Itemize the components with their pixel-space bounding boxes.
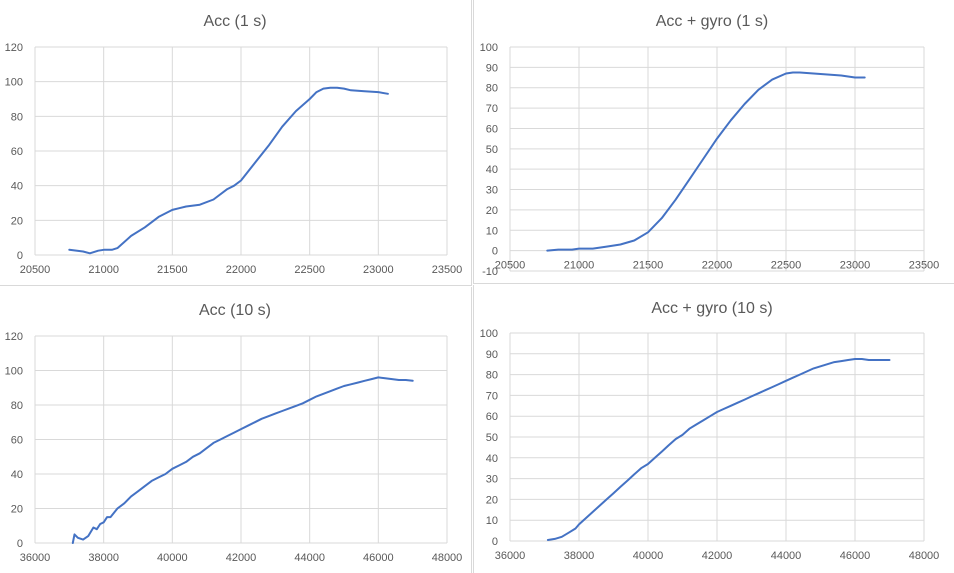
x-tick-label: 44000 xyxy=(771,550,802,562)
y-tick-label: 10 xyxy=(486,515,498,527)
y-tick-label: 30 xyxy=(486,185,498,197)
chart-svg: Acc + gyro (10 s) 0 10 20 30 40 50 60 70 80 90 100 3… xyxy=(480,300,940,562)
y-tick-label: 100 xyxy=(480,42,498,54)
chart-title: Acc (10 s) xyxy=(199,302,271,319)
chart-title: Acc + gyro (1 s) xyxy=(656,13,768,30)
x-tick-label: 44000 xyxy=(294,552,325,564)
y-tick-label: 50 xyxy=(486,144,498,156)
x-tick-label: 36000 xyxy=(20,552,51,564)
y-tick-label: 100 xyxy=(5,77,23,89)
y-tick-label: 20 xyxy=(11,215,23,227)
y-tick-label: 0 xyxy=(17,250,23,262)
x-tick-label: 38000 xyxy=(88,552,119,564)
x-tick-label: 22500 xyxy=(294,264,325,276)
x-tick-label: 21000 xyxy=(88,264,119,276)
y-tick-label: 70 xyxy=(486,390,498,402)
y-tick-label: 100 xyxy=(5,366,23,378)
x-tick-label: 42000 xyxy=(226,552,257,564)
chart-panel-acc-10s: Acc (10 s) 0 20 40 60 80 100 120 36000 38000 40000… xyxy=(0,287,472,573)
y-tick-label: 90 xyxy=(486,62,498,74)
y-tick-label: 0 xyxy=(492,536,498,548)
x-tick-label: 23000 xyxy=(363,264,394,276)
y-tick-label: 60 xyxy=(486,411,498,423)
y-tick-label: 0 xyxy=(492,246,498,258)
y-tick-label: 60 xyxy=(11,435,23,447)
y-tick-label: 80 xyxy=(486,83,498,95)
chart-svg: Acc (10 s) 0 20 40 60 80 100 120 36000 38000 40000… xyxy=(5,302,463,564)
x-tick-label: 38000 xyxy=(564,550,595,562)
x-tick-label: 22500 xyxy=(771,260,802,272)
x-tick-label: 22000 xyxy=(226,264,257,276)
chart-title: Acc + gyro (10 s) xyxy=(651,300,772,317)
x-tick-label: 23000 xyxy=(840,260,871,272)
y-tick-label: 80 xyxy=(11,111,23,123)
y-tick-label: 20 xyxy=(486,205,498,217)
y-tick-label: 0 xyxy=(17,538,23,550)
series-line xyxy=(546,358,891,541)
x-tick-label: 23500 xyxy=(909,260,940,272)
x-tick-label: 36000 xyxy=(495,550,526,562)
y-tick-label: 20 xyxy=(11,504,23,516)
y-tick-label: 30 xyxy=(486,474,498,486)
y-tick-label: 120 xyxy=(5,42,23,54)
y-tick-label: 60 xyxy=(11,146,23,158)
chart-title: Acc (1 s) xyxy=(203,13,266,30)
y-tick-label: 50 xyxy=(486,432,498,444)
y-tick-label: 70 xyxy=(486,103,498,115)
y-tick-label: 80 xyxy=(486,370,498,382)
y-tick-label: 40 xyxy=(11,181,23,193)
y-tick-label: 40 xyxy=(11,469,23,481)
y-tick-label: 20 xyxy=(486,494,498,506)
x-tick-label: 21500 xyxy=(633,260,664,272)
chart-panel-acc-1s: Acc (1 s) 0 20 40 60 80 100 120 20500 21000 21500 2… xyxy=(0,0,472,286)
chart-svg: Acc + gyro (1 s) -10 0 10 20 30 40 50 60 70 80 90 10… xyxy=(480,13,940,278)
series-line xyxy=(68,86,389,255)
x-tick-label: 40000 xyxy=(633,550,664,562)
x-tick-label: 42000 xyxy=(702,550,733,562)
y-tick-label: 120 xyxy=(5,331,23,343)
x-tick-label: 22000 xyxy=(702,260,733,272)
x-tick-label: 48000 xyxy=(432,552,463,564)
y-tick-label: 40 xyxy=(486,164,498,176)
chart-panel-acc-gyro-1s: Acc + gyro (1 s) -10 0 10 20 30 40 50 60 70 80 90 10… xyxy=(473,0,954,284)
chart-panel-acc-gyro-10s: Acc + gyro (10 s) 0 10 20 30 40 50 60 70 80 90 100 3… xyxy=(473,285,954,573)
x-tick-label: 40000 xyxy=(157,552,188,564)
series-line xyxy=(71,376,414,544)
y-tick-label: 40 xyxy=(486,453,498,465)
y-tick-label: 100 xyxy=(480,328,498,340)
y-tick-label: 60 xyxy=(486,123,498,135)
x-tick-label: 48000 xyxy=(909,550,940,562)
y-tick-label: -10 xyxy=(482,266,498,278)
series-line xyxy=(546,71,866,252)
y-tick-label: 10 xyxy=(486,225,498,237)
x-tick-label: 23500 xyxy=(432,264,463,276)
x-tick-label: 21000 xyxy=(564,260,595,272)
y-tick-label: 80 xyxy=(11,400,23,412)
x-tick-label: 46000 xyxy=(363,552,394,564)
y-tick-label: 90 xyxy=(486,349,498,361)
chart-svg: Acc (1 s) 0 20 40 60 80 100 120 20500 21000 21500 2… xyxy=(5,13,463,276)
x-tick-label: 20500 xyxy=(495,260,526,272)
x-tick-label: 20500 xyxy=(20,264,51,276)
x-tick-label: 21500 xyxy=(157,264,188,276)
x-tick-label: 46000 xyxy=(840,550,871,562)
